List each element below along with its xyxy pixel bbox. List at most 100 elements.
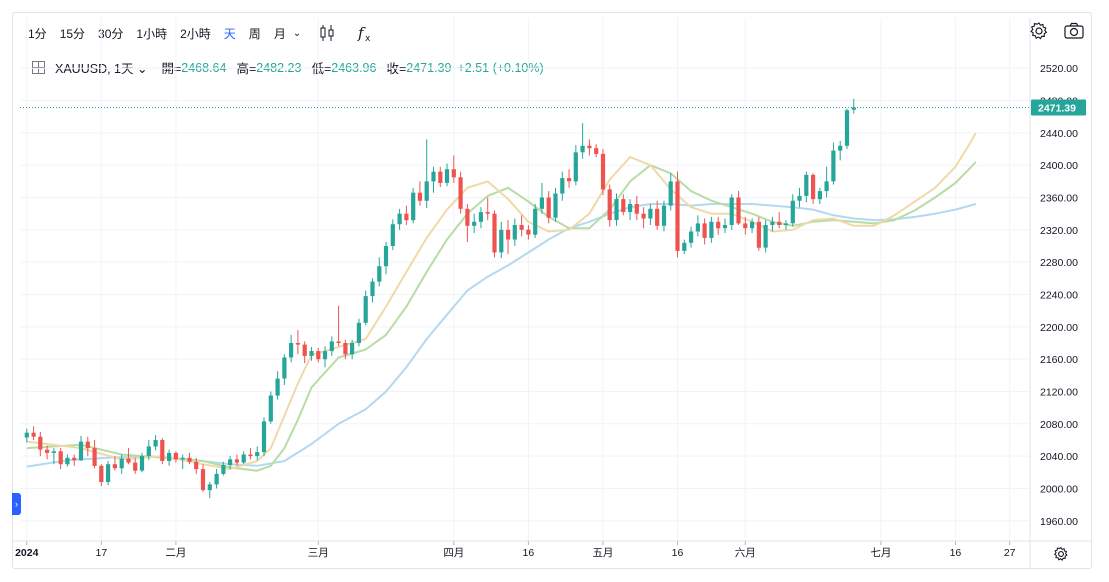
candle-body <box>492 213 497 253</box>
ma-short-line <box>26 132 977 471</box>
candle-body <box>533 208 538 235</box>
candle-body <box>519 225 524 230</box>
interval-1w[interactable]: 周 <box>248 26 261 41</box>
candle-body <box>750 221 755 229</box>
candle-body <box>709 221 714 238</box>
candle-body <box>248 454 253 457</box>
candle-body <box>187 457 192 462</box>
time-tick-label: 四月 <box>443 547 464 559</box>
candle-body <box>722 225 728 229</box>
interval-1mo[interactable]: 月 <box>273 26 286 41</box>
candle-body <box>736 197 741 224</box>
candle-body <box>180 457 185 460</box>
candle-body <box>634 204 639 214</box>
candle-body <box>309 351 314 356</box>
candle-body <box>831 150 836 182</box>
settings-gear-icon[interactable] <box>1029 21 1049 46</box>
interval-15m[interactable]: 15分 <box>59 26 86 41</box>
symbol-grid-icon <box>32 61 45 74</box>
time-tick-label: 27 <box>1004 547 1016 559</box>
candle-body <box>451 169 456 178</box>
candle-body <box>322 351 328 360</box>
chart-actions <box>1029 21 1085 46</box>
candle-body <box>682 242 687 251</box>
candle-style-icon[interactable] <box>319 24 335 42</box>
candle-body <box>560 178 565 194</box>
price-tick-label: 2520.00 <box>1040 63 1078 75</box>
candle-body <box>648 208 653 219</box>
candle-body <box>729 197 734 225</box>
candle-body <box>160 440 165 461</box>
interval-1h[interactable]: 1小時 <box>136 26 168 41</box>
candle-body <box>173 452 178 460</box>
candle-body <box>743 223 748 229</box>
candle-body <box>567 178 572 182</box>
interval-dropdown-chevron-down-icon[interactable]: ⌄ <box>292 27 302 39</box>
price-tick-label: 2160.00 <box>1040 354 1078 366</box>
time-tick-label: 三月 <box>308 547 329 559</box>
candle-body <box>695 223 700 232</box>
candle-body <box>804 174 809 196</box>
candle-body <box>194 461 199 470</box>
price-tick-label: 2400.00 <box>1040 160 1078 172</box>
candle-body <box>383 246 389 267</box>
candle-body <box>607 189 612 221</box>
candle-body <box>770 221 775 225</box>
candle-body <box>580 145 585 153</box>
candle-body <box>92 448 97 466</box>
candle-body <box>126 458 131 463</box>
candle-body <box>485 212 490 214</box>
candle-body <box>675 181 680 251</box>
time-tick-label: 六月 <box>735 547 756 559</box>
candle-body <box>45 449 50 453</box>
candle-body <box>58 451 63 465</box>
interval-1d[interactable]: 天 <box>223 26 236 41</box>
price-axis: 1960.00 2000.00 2040.00 2080.00 2120.00 2160.… <box>1029 18 1078 568</box>
candle-body <box>295 343 300 345</box>
price-tick-label: 2080.00 <box>1040 419 1078 431</box>
candle-body <box>553 193 558 218</box>
candle-body <box>417 192 422 201</box>
snapshot-camera-icon[interactable] <box>1063 21 1085 46</box>
candle-body <box>167 452 172 461</box>
price-tick-label: 2000.00 <box>1040 483 1078 495</box>
candle-body <box>851 107 856 110</box>
candle-body <box>214 473 219 485</box>
candle-body <box>302 344 307 356</box>
symbol-info[interactable]: XAUUSD, 1天 ⌄ <box>32 58 147 77</box>
price-tick-label: 2280.00 <box>1040 257 1078 269</box>
candle-body <box>641 213 646 219</box>
expand-panel-chevron-right-icon[interactable]: › <box>12 493 21 515</box>
candle-body <box>31 432 36 437</box>
chart-frame <box>12 12 1092 569</box>
last-price-label: 2471.39 <box>1038 102 1076 114</box>
interval-2h[interactable]: 2小時 <box>180 26 211 41</box>
last-price-tag <box>1031 99 1086 116</box>
interval-30m[interactable]: 30分 <box>98 26 124 41</box>
candles <box>24 98 856 499</box>
time-tick-label: 七月 <box>870 547 891 559</box>
interval-1m[interactable]: 1分 <box>28 26 47 41</box>
candle-body <box>65 457 70 465</box>
candle-body <box>133 462 138 471</box>
candle-body <box>424 181 429 201</box>
candle-body <box>24 432 29 438</box>
candle-body <box>539 197 544 209</box>
candle-body <box>200 469 206 491</box>
price-tick-label: 2320.00 <box>1040 225 1078 237</box>
axis-settings-gear-icon[interactable] <box>1053 546 1069 567</box>
candle-body <box>139 456 145 471</box>
close-label: 收= <box>386 62 407 76</box>
candle-body <box>99 465 104 482</box>
price-tick-label: 2360.00 <box>1040 193 1078 205</box>
time-axis: 2024 17 二月 三月 四月 16 五月 16 六月 七月 16 27 <box>13 540 1091 559</box>
time-tick-label: 16 <box>672 547 684 559</box>
candle-body <box>777 221 782 225</box>
last-price-marker: 2471.39 <box>20 99 1086 116</box>
symbol-name: XAUUSD <box>55 62 108 76</box>
candle-body <box>329 341 334 352</box>
time-tick-label: 17 <box>95 547 107 559</box>
